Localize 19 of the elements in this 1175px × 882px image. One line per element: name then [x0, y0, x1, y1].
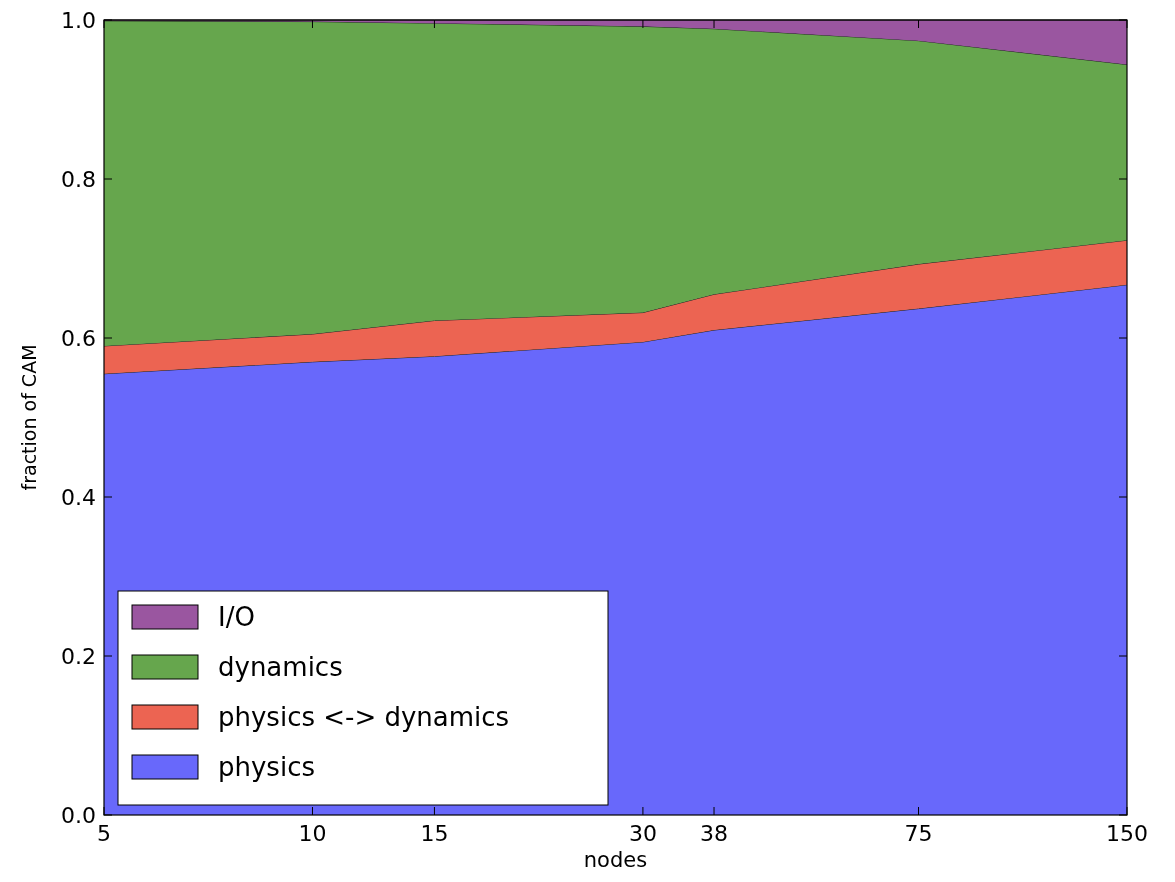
y-axis-title: fraction of CAM: [18, 344, 40, 491]
legend-label: dynamics: [218, 652, 343, 682]
legend-label: I/O: [218, 602, 255, 632]
x-tick-label: 150: [1106, 821, 1148, 846]
legend-label: physics <-> dynamics: [218, 702, 510, 732]
y-tick-label: 1.0: [61, 8, 96, 33]
y-tick-label: 0.8: [61, 167, 96, 192]
y-tick-label: 0.4: [61, 485, 96, 510]
series-label: physics: [218, 752, 315, 782]
y-tick-label: 0.2: [61, 644, 96, 669]
x-tick-label: 30: [628, 821, 657, 846]
x-tick-label: 10: [298, 821, 327, 846]
y-tick-label: 0.6: [61, 326, 96, 351]
y-tick-label: 0.0: [61, 803, 96, 828]
x-tick-label: 75: [904, 821, 933, 846]
x-axis-title: nodes: [583, 848, 648, 872]
x-tick-label: 5: [97, 821, 111, 846]
x-tick-label: 38: [700, 821, 729, 846]
x-tick-label: 15: [420, 821, 449, 846]
